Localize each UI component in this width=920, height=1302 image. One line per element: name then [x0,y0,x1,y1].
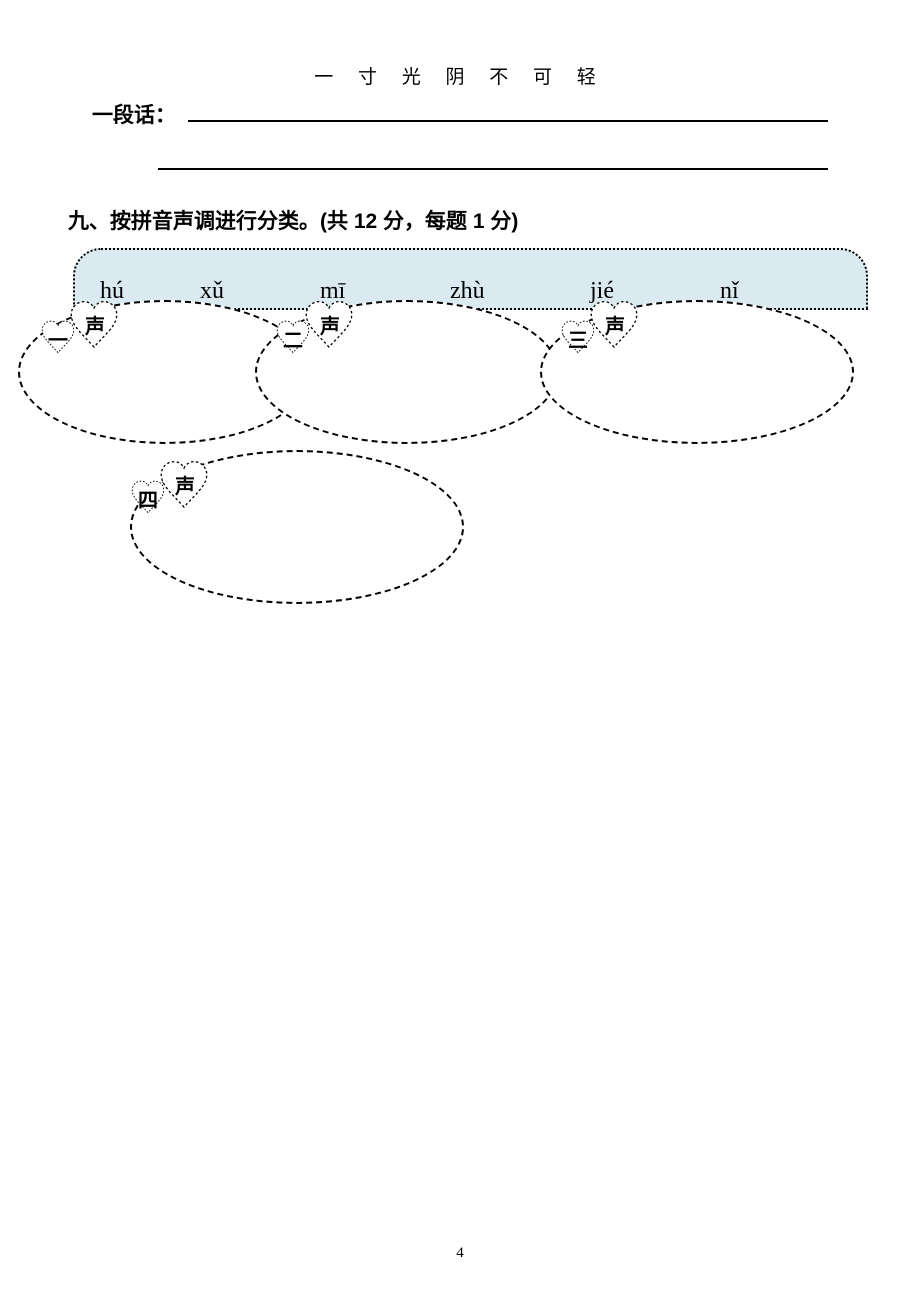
blank-line-2 [158,168,828,170]
pinyin-2: xǔ [200,278,224,305]
blank-line-1 [188,120,828,122]
tone-sheng: 声 [85,310,105,339]
tone-sheng: 声 [320,310,340,339]
tone-sheng: 声 [175,470,195,499]
tone-2-number: 二 [283,324,303,353]
tone-3-number: 三 [568,324,588,353]
worksheet-page: 一 寸 光 阴 不 可 轻 一段话： 九、按拼音声调进行分类。(共 12 分，每… [0,0,920,1302]
pinyin-row: hú xǔ mī zhù jié nǐ [0,278,920,318]
tone-1-number: 一 [48,324,68,353]
header-motto: 一 寸 光 阴 不 可 轻 [0,62,920,89]
pinyin-6: nǐ [720,278,739,305]
tone-sheng: 声 [605,310,625,339]
section-9-title: 九、按拼音声调进行分类。(共 12 分，每题 1 分) [68,205,518,235]
page-number: 4 [0,1245,920,1262]
pinyin-4: zhù [450,278,485,305]
tone-4-number: 四 [138,484,158,513]
sentence-label: 一段话： [92,99,176,129]
